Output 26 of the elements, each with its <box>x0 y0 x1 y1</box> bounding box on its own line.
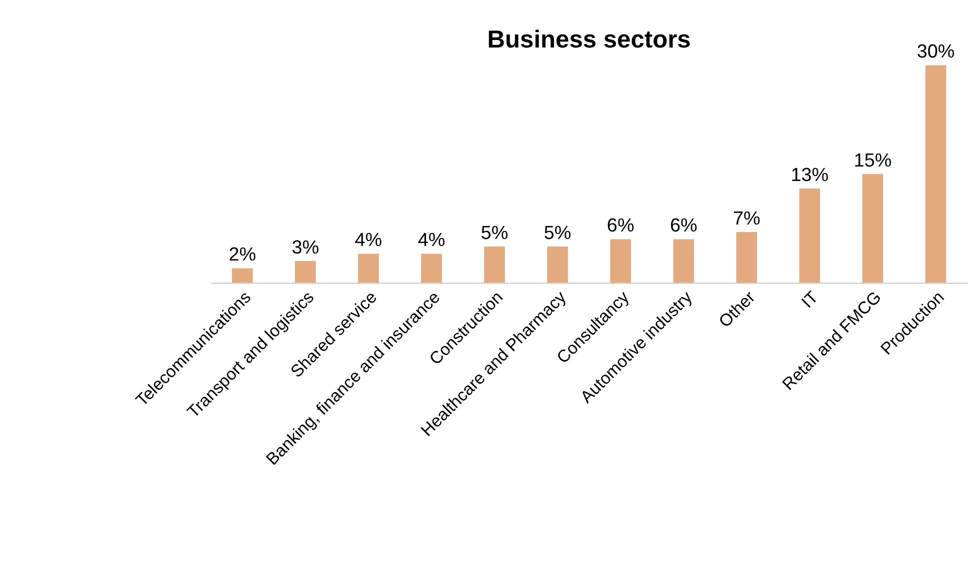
data-label: 4% <box>354 230 382 252</box>
data-label: 5% <box>480 222 508 244</box>
data-label: 15% <box>854 150 892 172</box>
bar <box>358 254 379 283</box>
data-label: 4% <box>418 230 446 252</box>
data-label: 13% <box>790 164 829 186</box>
data-label: 5% <box>544 222 572 244</box>
bar <box>673 239 694 283</box>
bar <box>799 188 820 283</box>
bar <box>547 246 568 283</box>
bar <box>736 232 758 283</box>
data-label: 2% <box>228 244 256 266</box>
bar <box>484 246 505 283</box>
data-label: 3% <box>292 237 320 258</box>
x-tick-label: IT <box>798 288 822 312</box>
bar <box>295 260 316 283</box>
bar <box>421 254 442 283</box>
data-label: 7% <box>732 208 760 230</box>
chart-title: Business sectors <box>487 26 691 54</box>
data-label: 6% <box>606 216 634 237</box>
bar <box>862 174 884 283</box>
bar <box>925 65 946 283</box>
data-label: 30% <box>916 42 955 63</box>
bar <box>232 268 253 283</box>
data-label: 6% <box>670 216 698 237</box>
bar <box>610 239 631 283</box>
